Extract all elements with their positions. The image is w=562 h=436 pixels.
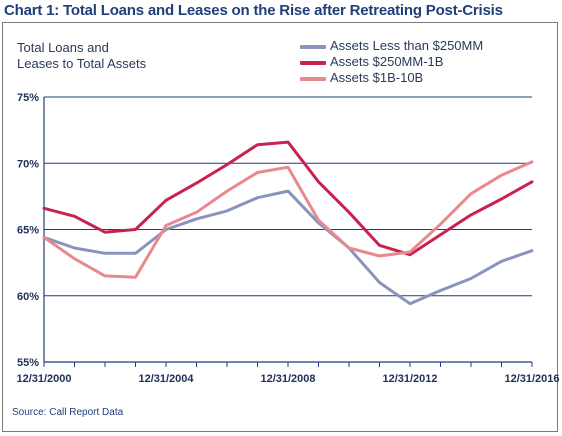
x-tick-label-2012: 12/31/2012	[382, 373, 437, 385]
y-tick-label-75: 75%	[17, 92, 39, 104]
y-tick-label-70: 70%	[17, 158, 39, 170]
x-tick-label-2000: 12/31/2000	[16, 373, 71, 385]
legend-label-mid: Assets $250MM-1B	[330, 54, 444, 69]
chart-title: Chart 1: Total Loans and Leases on the R…	[4, 2, 503, 19]
y-tick-label-55: 55%	[17, 357, 39, 369]
x-tick-label-2008: 12/31/2008	[260, 373, 315, 385]
legend-swatch-mid	[300, 61, 326, 65]
y-tick-label-60: 60%	[17, 291, 39, 303]
legend-swatch-small	[300, 45, 326, 49]
chart-title-text: Total Loans and Leases on the Rise after…	[63, 2, 503, 19]
y-tick-label-65: 65%	[17, 225, 39, 237]
legend-swatch-large	[300, 77, 326, 81]
source-note: Source: Call Report Data	[12, 407, 124, 418]
y-axis-label: Total Loans and Leases to Total Assets	[17, 40, 177, 72]
x-tick-label-2016: 12/31/2016	[504, 373, 559, 385]
x-tick-label-2004: 12/31/2004	[138, 373, 194, 385]
series-line-1	[42, 140, 534, 257]
y-axis-label-line1: Total Loans and	[17, 40, 109, 55]
series-line-0	[42, 189, 534, 306]
legend-label-small: Assets Less than $250MM	[330, 38, 484, 53]
y-axis-label-line2: Leases to Total Assets	[17, 56, 147, 71]
chart-title-prefix: Chart 1:	[4, 2, 60, 19]
chart-frame	[2, 22, 558, 432]
series-line-2	[42, 160, 534, 279]
legend-label-large: Assets $1B-10B	[330, 70, 424, 85]
